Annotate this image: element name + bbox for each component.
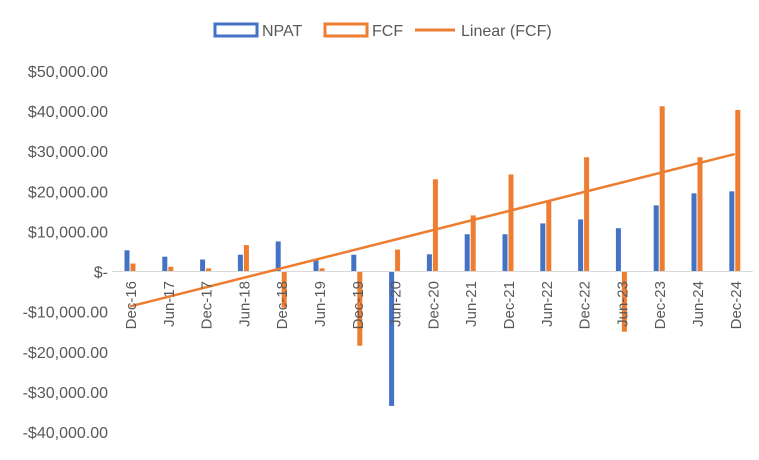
x-tick-label: Dec-17 <box>199 281 216 329</box>
bar-fcf <box>130 263 136 272</box>
y-tick-label: $- <box>94 265 108 282</box>
x-tick-label: Dec-16 <box>123 281 140 329</box>
bar-npat <box>162 256 168 272</box>
bar-fcf <box>206 268 212 272</box>
bar-fcf <box>470 215 476 272</box>
legend-swatch-npat <box>213 22 259 38</box>
bar-fcf <box>584 157 590 272</box>
bar-npat <box>351 254 357 272</box>
x-tick-label: Dec-18 <box>274 281 291 329</box>
y-tick-label: $30,000.00 <box>28 144 108 161</box>
x-tick-label: Jun-23 <box>614 281 631 327</box>
y-tick-label: -$10,000.00 <box>23 305 109 322</box>
legend-label-npat: NPAT <box>262 23 303 40</box>
x-tick-label: Dec-20 <box>425 281 442 329</box>
bar-fcf <box>168 266 174 272</box>
bar-fcf <box>395 249 401 272</box>
bar-fcf <box>659 106 665 272</box>
x-tick-label: Jun-18 <box>236 281 253 327</box>
bar-fcf <box>546 201 552 272</box>
x-tick-label: Dec-21 <box>501 281 518 329</box>
x-tick-label: Jun-20 <box>388 281 405 327</box>
bar-fcf <box>432 179 438 272</box>
x-tick-label: Jun-17 <box>161 281 178 327</box>
y-tick-label: $50,000.00 <box>28 64 108 81</box>
y-tick-label: $40,000.00 <box>28 104 108 121</box>
bar-npat <box>502 234 508 272</box>
bar-fcf <box>508 174 514 272</box>
x-tick-label: Jun-22 <box>539 281 556 327</box>
bar-fcf <box>281 271 287 308</box>
bar-fcf <box>735 109 741 272</box>
y-tick-label: -$30,000.00 <box>23 385 109 402</box>
bar-npat <box>729 191 735 272</box>
bar-npat <box>313 259 319 272</box>
trendline-fcf <box>129 152 736 308</box>
bar-npat <box>464 234 470 272</box>
x-tick-label: Dec-24 <box>728 281 745 329</box>
x-tick-label: Dec-22 <box>577 281 594 329</box>
y-tick-label: $10,000.00 <box>28 224 108 241</box>
bar-fcf <box>357 271 363 346</box>
bar-npat <box>389 271 395 406</box>
x-tick-label: Dec-23 <box>652 281 669 329</box>
bar-npat <box>691 193 697 272</box>
bar-npat <box>124 250 130 272</box>
bar-npat <box>275 241 281 272</box>
x-tick-label: Jun-24 <box>690 281 707 327</box>
legend-label-trendline: Linear (FCF) <box>461 23 552 40</box>
bar-fcf <box>243 245 249 272</box>
bar-fcf <box>319 268 325 272</box>
y-tick-label: -$40,000.00 <box>23 425 109 442</box>
bar-fcf <box>697 157 703 272</box>
y-tick-label: $20,000.00 <box>28 184 108 201</box>
bar-npat <box>540 223 546 272</box>
x-tick-label: Jun-19 <box>312 281 329 327</box>
bar-npat <box>578 219 584 272</box>
bar-npat <box>426 254 432 272</box>
bar-npat <box>200 259 206 272</box>
legend-label-fcf: FCF <box>372 23 403 40</box>
x-tick-label: Dec-19 <box>350 281 367 329</box>
bar-npat <box>653 205 659 272</box>
legend-swatch-fcf <box>323 22 369 38</box>
x-tick-label: Jun-21 <box>463 281 480 327</box>
bar-npat <box>237 254 243 272</box>
bar-npat <box>615 228 621 272</box>
y-tick-label: -$20,000.00 <box>23 345 109 362</box>
bar-fcf <box>621 271 627 332</box>
